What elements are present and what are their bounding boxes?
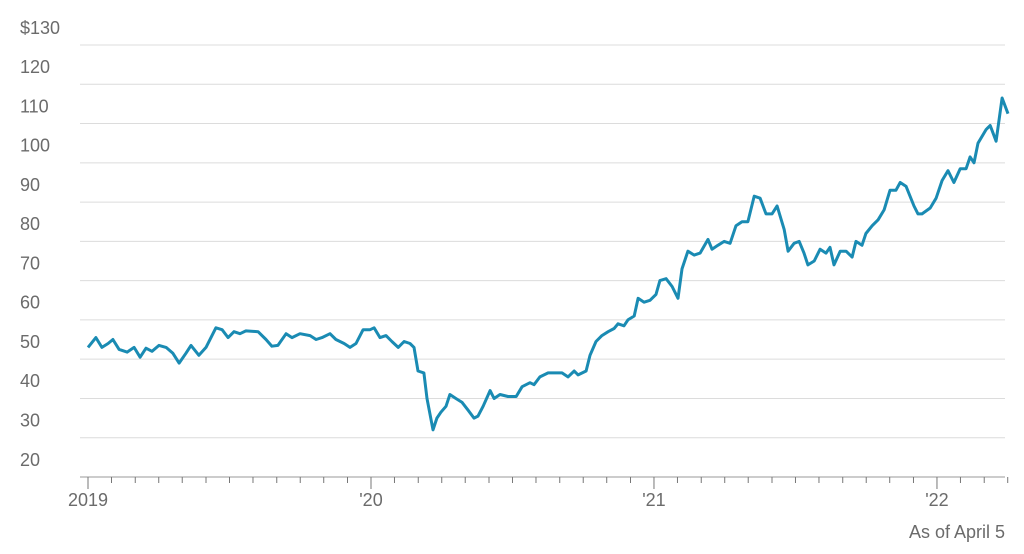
x-tick-label: '22 [925,490,948,510]
y-tick-label: 60 [20,293,40,313]
y-tick-label: 120 [20,57,50,77]
y-tick-label: 50 [20,332,40,352]
y-tick-label: 80 [20,214,40,234]
price-line [86,96,1010,432]
y-tick-label: 40 [20,371,40,391]
y-tick-label: $130 [20,18,60,38]
x-tick-label: 2019 [68,490,108,510]
y-tick-label: 70 [20,253,40,273]
annotation: As of April 5 [909,522,1005,542]
y-tick-label: 30 [20,410,40,430]
y-tick-label: 20 [20,450,40,470]
y-tick-label: 110 [20,96,49,116]
x-tick-label: '21 [642,490,665,510]
y-tick-label: 90 [20,175,40,195]
x-tick-label: '20 [359,490,382,510]
y-tick-label: 100 [20,136,50,156]
